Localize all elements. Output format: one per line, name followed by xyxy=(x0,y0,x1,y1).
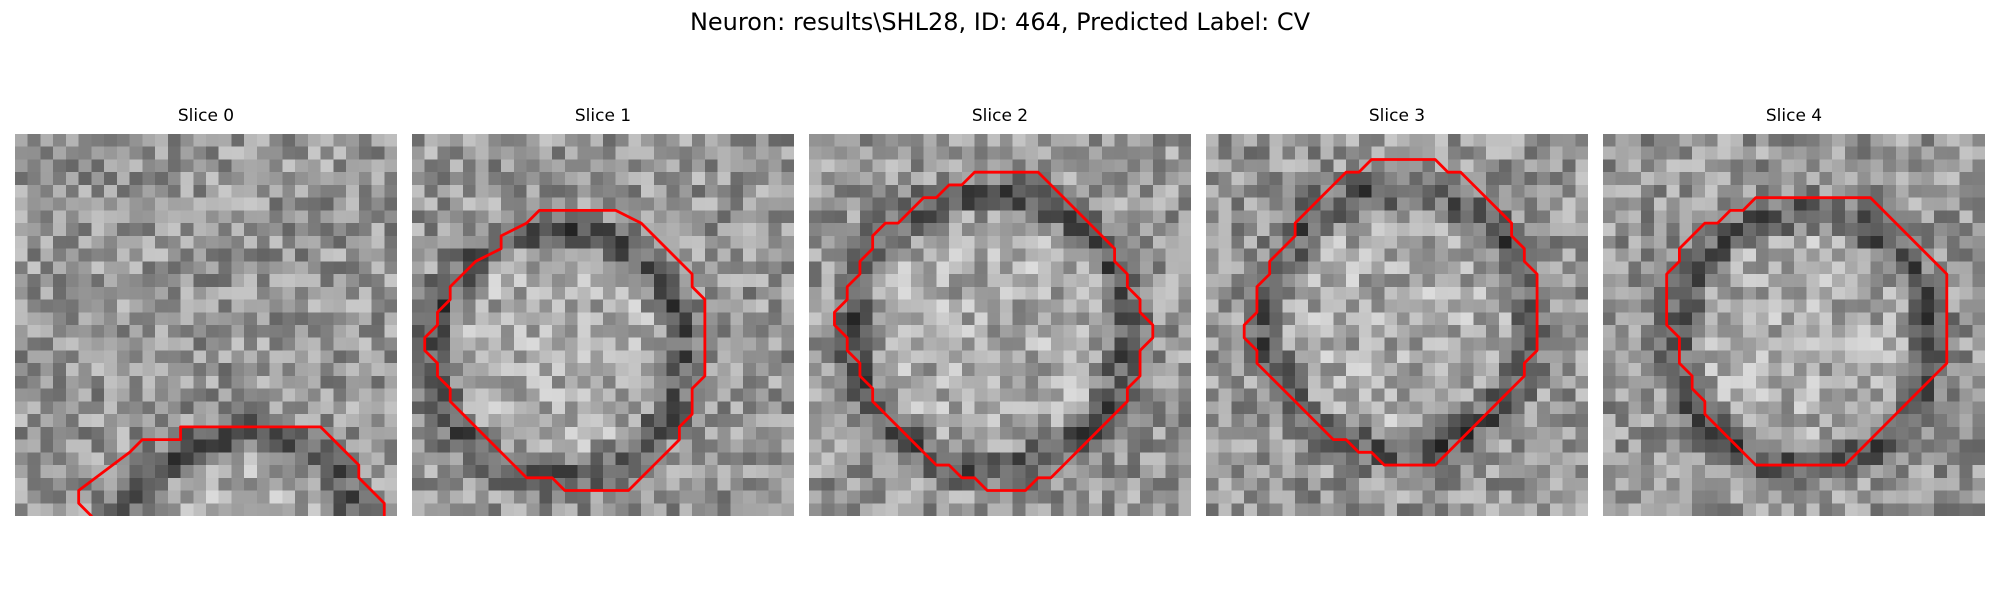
contour-2 xyxy=(833,170,1155,492)
pixel-grid-1 xyxy=(412,134,794,516)
slice-image-4 xyxy=(1603,134,1985,516)
contour-3 xyxy=(1242,158,1539,467)
slice-title-0: Slice 0 xyxy=(177,106,235,126)
contour-4 xyxy=(1665,196,1949,467)
slice-title-2: Slice 2 xyxy=(971,106,1029,126)
slice-title-4: Slice 4 xyxy=(1765,106,1823,126)
slice-image-2 xyxy=(809,134,1191,516)
pixel-grid-3 xyxy=(1206,134,1588,516)
pixel-grid-2 xyxy=(809,134,1191,516)
slice-title-3: Slice 3 xyxy=(1368,106,1426,126)
figure-title: Neuron: results\SHL28, ID: 464, Predicte… xyxy=(689,8,1311,36)
slice-image-3 xyxy=(1206,134,1588,516)
slice-image-1 xyxy=(412,134,794,516)
pixel-grid-0 xyxy=(15,134,397,516)
pixel-grid-4 xyxy=(1603,134,1985,516)
slice-image-0 xyxy=(15,134,397,516)
contour-1 xyxy=(423,208,707,492)
slice-title-1: Slice 1 xyxy=(574,106,632,126)
contour-0 xyxy=(77,425,386,516)
